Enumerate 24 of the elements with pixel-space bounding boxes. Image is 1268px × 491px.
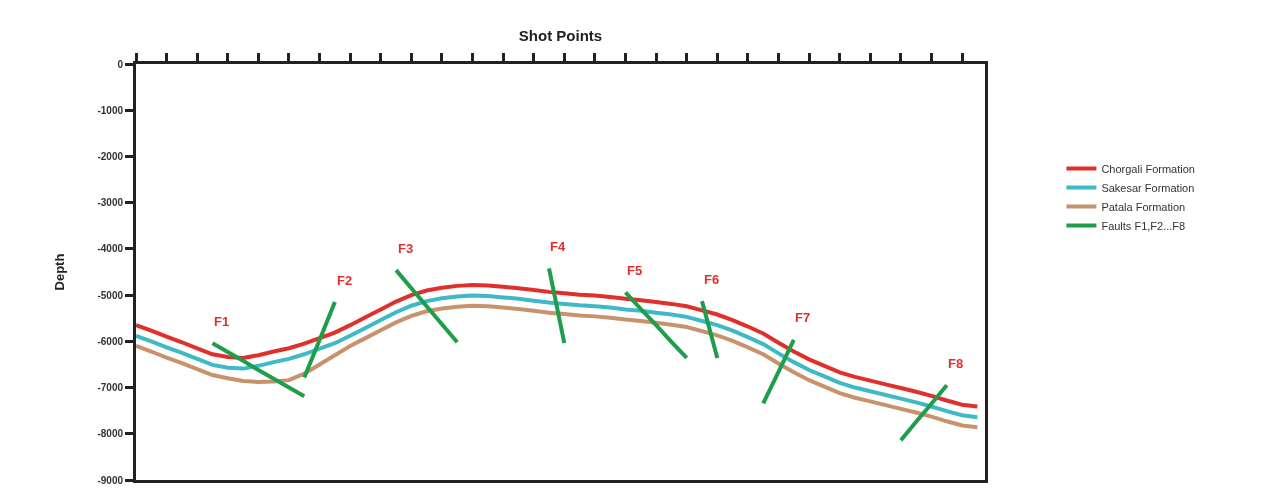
annotation: F6 (704, 272, 720, 287)
y-tick-label: -7000 (97, 382, 124, 394)
legend-label: Faults F1,F2...F8 (1101, 219, 1186, 232)
x-axis-title: Shot Points (518, 27, 603, 45)
y-tick-label: -9000 (97, 474, 124, 486)
annotation: F7 (795, 310, 811, 325)
y-tick-label: -8000 (97, 428, 124, 440)
annotation: F4 (550, 239, 566, 254)
y-tick-label: -2000 (97, 150, 124, 162)
legend-label: Patala Formation (1101, 200, 1186, 213)
y-tick-label: -3000 (97, 197, 124, 209)
annotation: F1 (214, 314, 230, 329)
annotation: F8 (948, 356, 964, 371)
y-tick-label: -5000 (97, 289, 124, 301)
annotation: F2 (337, 273, 353, 288)
legend-label: Sakesar Formation (1101, 181, 1195, 194)
annotation: F3 (398, 241, 414, 256)
annotation: F5 (627, 263, 643, 278)
y-tick-label: -1000 (97, 104, 124, 116)
legend-label: Chorgali Formation (1101, 162, 1195, 175)
y-tick-label: 0 (117, 58, 124, 70)
y-axis-title: Depth (52, 253, 68, 291)
y-tick-label: -4000 (97, 243, 124, 255)
y-tick-label: -6000 (97, 335, 124, 347)
